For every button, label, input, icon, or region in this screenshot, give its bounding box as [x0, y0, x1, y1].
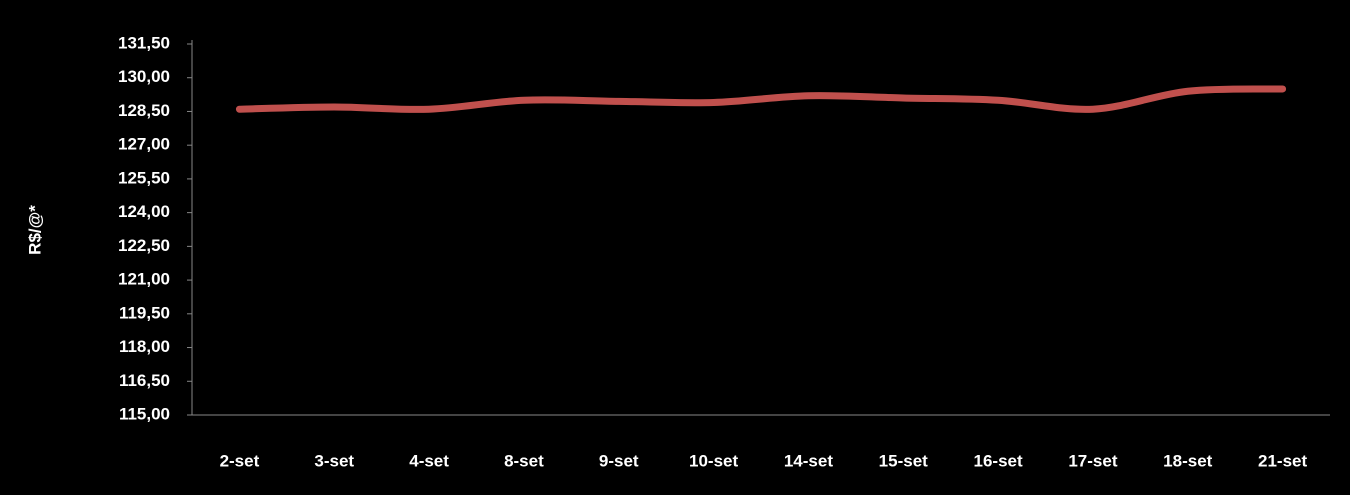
x-tick-label: 16-set: [974, 451, 1023, 470]
x-tick-label: 14-set: [784, 451, 833, 470]
x-tick-label: 15-set: [879, 451, 928, 470]
x-tick-label: 2-set: [220, 451, 260, 470]
x-tick-label: 8-set: [504, 451, 544, 470]
x-tick-label: 21-set: [1258, 451, 1307, 470]
y-tick-label: 119,50: [119, 303, 170, 322]
line-series: [235, 85, 1287, 113]
y-tick-label: 130,00: [118, 67, 170, 86]
y-axis-label: R$/@*: [25, 205, 44, 255]
y-tick-label: 116,50: [119, 371, 170, 390]
y-tick-label: 121,00: [118, 270, 170, 289]
x-tick-label: 10-set: [689, 451, 738, 470]
y-tick-label: 127,00: [118, 135, 170, 154]
y-tick-label: 118,00: [119, 337, 170, 356]
y-tick-label: 128,50: [118, 101, 170, 120]
y-tick-label: 124,00: [118, 202, 170, 221]
y-tick-label: 131,50: [118, 33, 170, 52]
y-tick-label: 122,50: [118, 236, 170, 255]
x-tick-label: 17-set: [1068, 451, 1117, 470]
y-tick-label: 125,50: [118, 168, 170, 187]
x-tick-label: 4-set: [409, 451, 449, 470]
y-tick-label: 115,00: [119, 404, 170, 423]
x-tick-label: 3-set: [314, 451, 354, 470]
x-tick-label: 9-set: [599, 451, 639, 470]
x-tick-label: 18-set: [1163, 451, 1212, 470]
